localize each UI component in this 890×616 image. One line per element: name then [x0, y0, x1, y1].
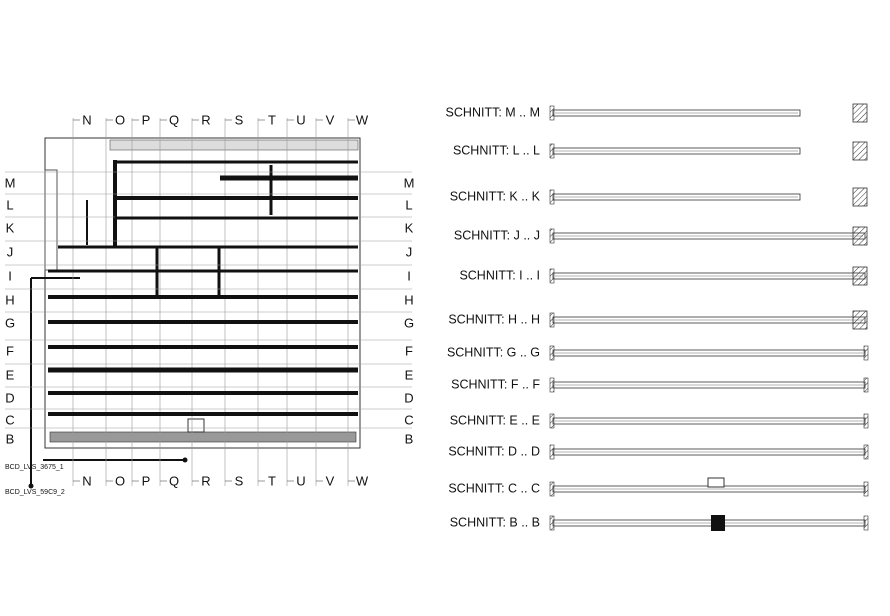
column-label: V	[326, 112, 335, 127]
row-label: D	[5, 390, 14, 405]
opening	[187, 418, 205, 433]
row-label: L	[405, 197, 412, 212]
block	[711, 515, 725, 531]
column-label: O	[115, 473, 125, 488]
column-label: N	[82, 473, 91, 488]
row-label: G	[404, 315, 414, 330]
plan-frame	[44, 137, 361, 449]
end-cap	[863, 481, 869, 497]
row-label: G	[5, 315, 15, 330]
row-label: K	[6, 220, 15, 235]
row-label: E	[405, 367, 414, 382]
column-label: W	[356, 112, 369, 127]
column-label: R	[201, 473, 210, 488]
row-label: H	[404, 292, 413, 307]
row-label: I	[407, 268, 411, 283]
end-cap	[549, 481, 555, 497]
row-label: C	[5, 412, 14, 427]
side-frame	[44, 169, 58, 271]
section-label: SCHNITT: D .. D	[448, 444, 540, 458]
row-label: B	[405, 431, 414, 446]
end-cap	[549, 189, 555, 205]
end-cap	[549, 444, 555, 460]
column-label: W	[356, 473, 369, 488]
row-label: M	[404, 175, 415, 190]
row-label: E	[6, 367, 15, 382]
row-label: J	[7, 244, 14, 259]
column-label: P	[142, 112, 151, 127]
tag-label: BCD_LVS_3675_1	[5, 464, 64, 471]
section-label: SCHNITT: M .. M	[446, 105, 540, 119]
column-label: Q	[169, 112, 179, 127]
section-label: SCHNITT: E .. E	[450, 413, 540, 427]
row-label: F	[405, 343, 413, 358]
section-label: SCHNITT: K .. K	[450, 189, 541, 203]
column-label: O	[115, 112, 125, 127]
section-label: SCHNITT: L .. L	[453, 143, 540, 157]
column-label: N	[82, 112, 91, 127]
section-label: SCHNITT: C .. C	[448, 481, 540, 495]
column-label: P	[142, 473, 151, 488]
node	[28, 483, 34, 489]
column-section	[852, 226, 868, 246]
column-section	[852, 141, 868, 161]
section-label: SCHNITT: I .. I	[459, 268, 540, 282]
end-cap	[863, 377, 869, 393]
end-cap	[549, 377, 555, 393]
column-section	[852, 310, 868, 330]
end-cap	[863, 345, 869, 361]
column-label: S	[235, 112, 244, 127]
column-section	[852, 103, 868, 123]
section-label: SCHNITT: B .. B	[450, 515, 540, 529]
bottom-beam	[49, 431, 357, 443]
row-label: D	[404, 390, 413, 405]
end-cap	[863, 515, 869, 531]
end-cap	[549, 268, 555, 284]
row-label: B	[6, 431, 15, 446]
column-label: U	[296, 473, 305, 488]
end-cap	[549, 228, 555, 244]
end-cap	[549, 515, 555, 531]
row-label: L	[6, 197, 13, 212]
section-label: SCHNITT: H .. H	[448, 312, 540, 326]
column-label: U	[296, 112, 305, 127]
row-label: I	[8, 268, 12, 283]
row-label: M	[5, 175, 16, 190]
row-label: C	[404, 412, 413, 427]
end-cap	[549, 312, 555, 328]
column-label: V	[326, 473, 335, 488]
end-cap	[549, 413, 555, 429]
section-label: SCHNITT: G .. G	[447, 345, 540, 359]
tag-label: BCD_LVS_59C9_2	[5, 489, 65, 496]
column-section	[852, 266, 868, 286]
column-label: R	[201, 112, 210, 127]
row-label: J	[406, 244, 413, 259]
block	[707, 477, 725, 488]
column-label: T	[268, 112, 276, 127]
section-label: SCHNITT: F .. F	[451, 377, 540, 391]
end-cap	[549, 143, 555, 159]
column-section	[852, 187, 868, 207]
row-label: K	[405, 220, 414, 235]
column-label: T	[268, 473, 276, 488]
end-cap	[863, 413, 869, 429]
node	[182, 457, 188, 463]
end-cap	[549, 345, 555, 361]
end-cap	[863, 444, 869, 460]
row-label: F	[6, 343, 14, 358]
end-cap	[549, 105, 555, 121]
section-label: SCHNITT: J .. J	[454, 228, 540, 242]
column-label: S	[235, 473, 244, 488]
row-label: H	[5, 292, 14, 307]
top-beam	[109, 139, 359, 151]
column-label: Q	[169, 473, 179, 488]
